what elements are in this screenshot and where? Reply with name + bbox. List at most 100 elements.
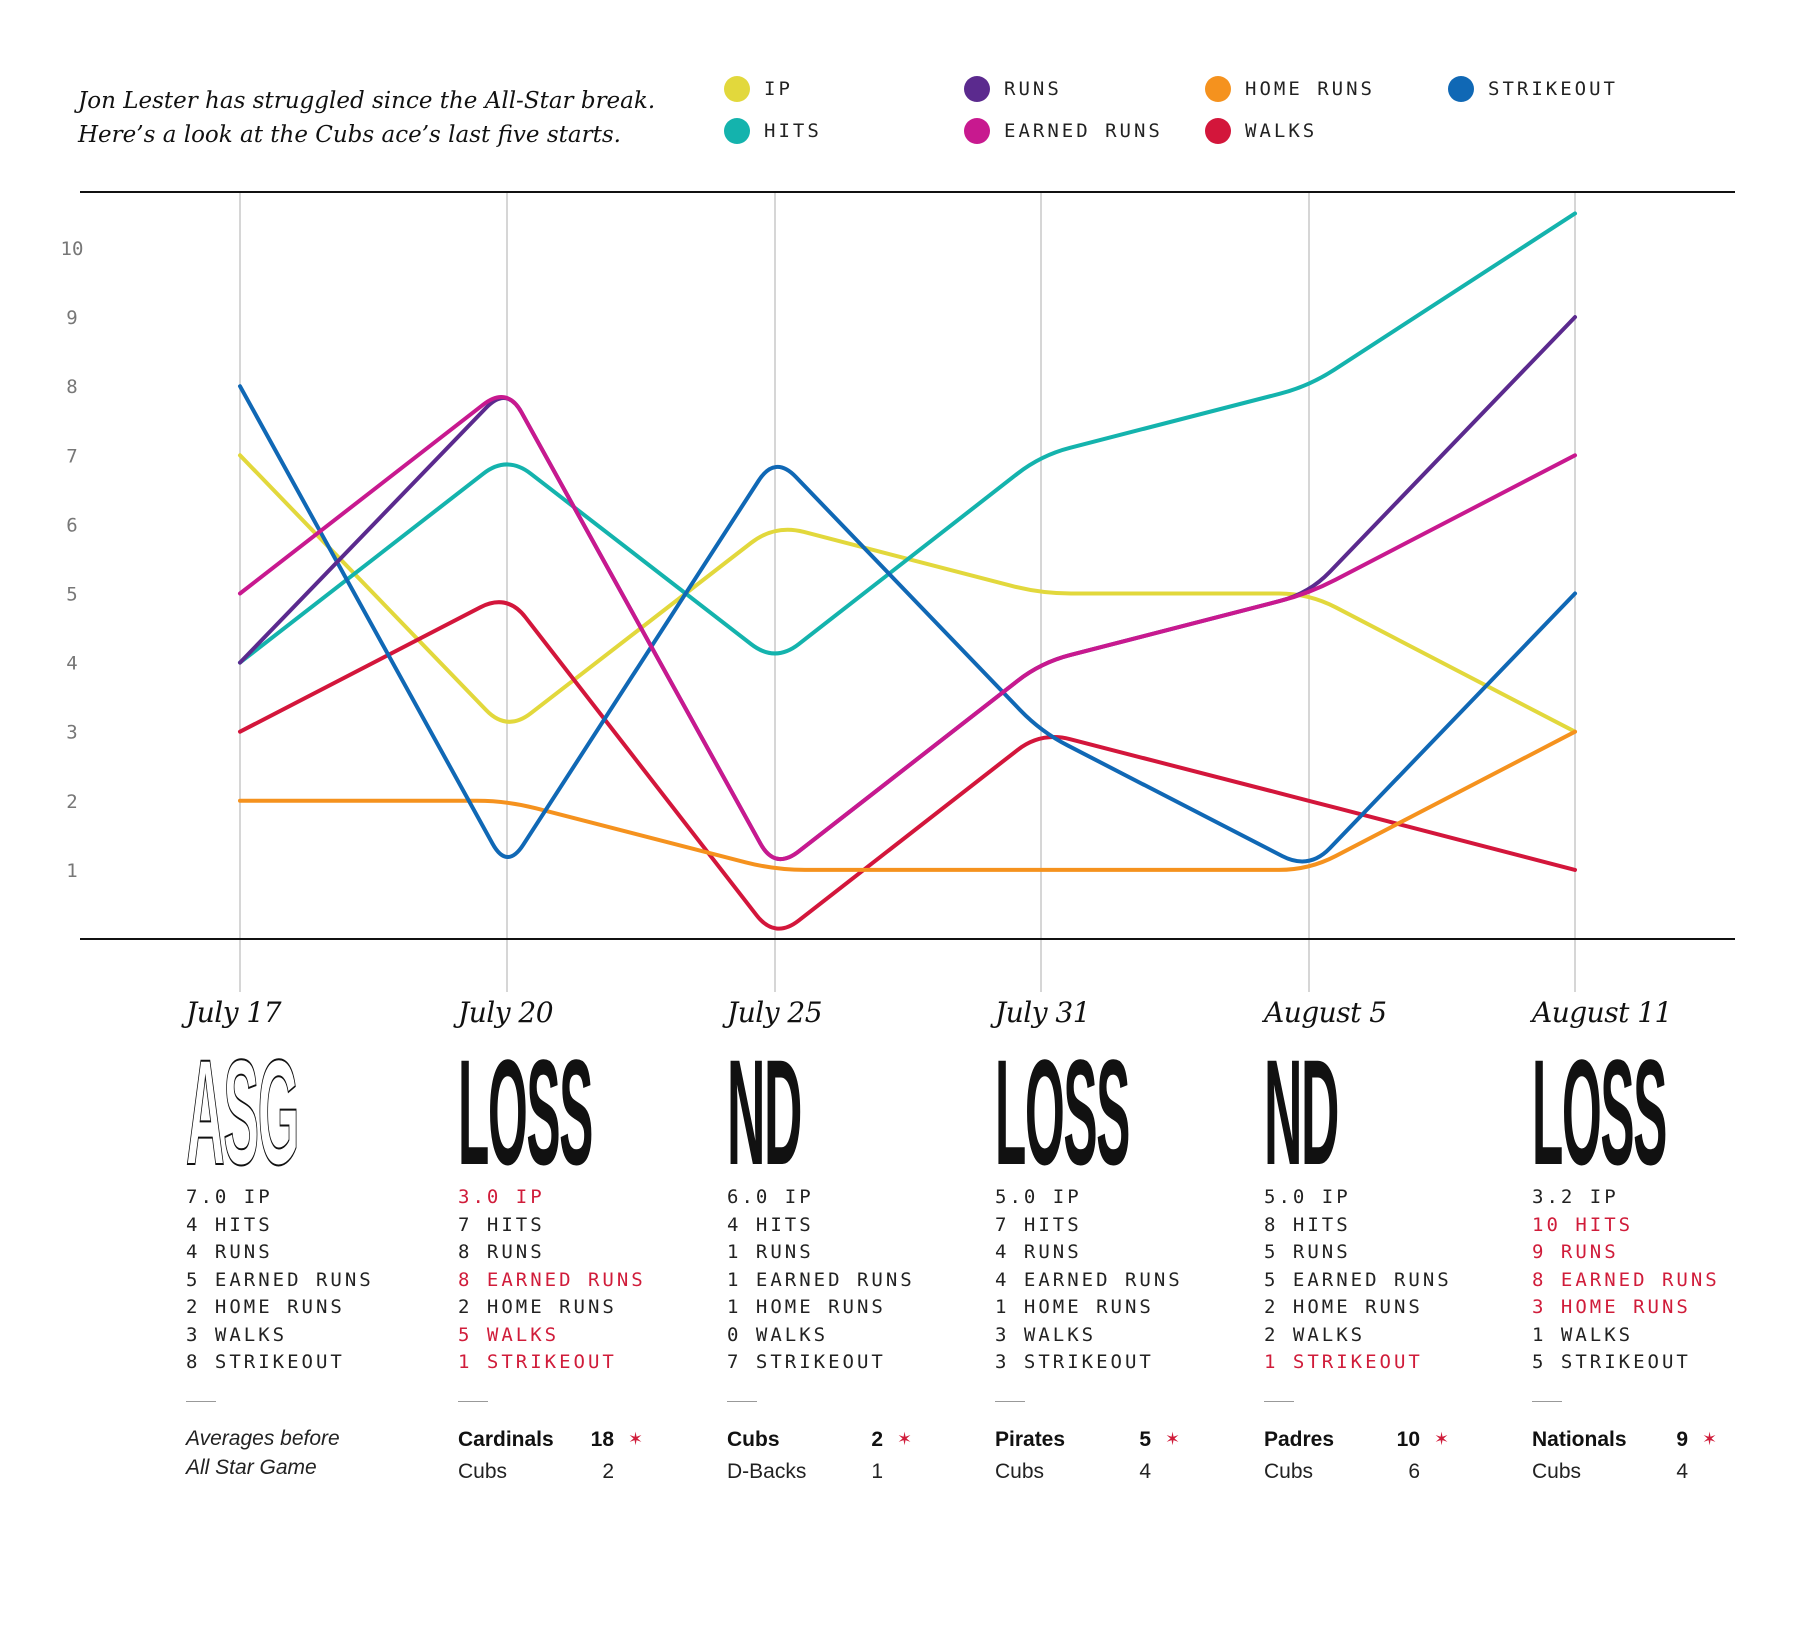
series-line-home-runs	[238, 729, 1577, 872]
game-footer: Averages before All Star Game	[186, 1424, 446, 1482]
winner-score: 10	[1396, 1427, 1420, 1451]
loser-score: 6	[1408, 1459, 1420, 1483]
stat-list: 5.0 IP 7 HITS 4 RUNS 4 EARNED RUNS 1 HOME RU…	[995, 1184, 1255, 1377]
game-column-1: July 17 ASG 7.0 IP 4 HITS 4 RUNS 5 EARNED RUN…	[186, 996, 446, 1482]
winner-score: 18	[590, 1427, 614, 1451]
stat-line: 6.0 IP	[727, 1186, 814, 1208]
stat-line: 9 RUNS	[1532, 1241, 1619, 1263]
winner-row: Cardinals 18 ✶	[458, 1424, 718, 1456]
stat-line: 5 EARNED RUNS	[186, 1268, 374, 1291]
game-footer: Cubs 2 ✶ D-Backs 1	[727, 1424, 987, 1488]
y-tick-label-2: 2	[66, 791, 77, 813]
game-date: August 5	[1264, 996, 1387, 1029]
stat-line: 7 STRIKEOUT	[727, 1351, 886, 1373]
axes	[80, 191, 1735, 940]
stat-line: 5.0 IP	[995, 1186, 1082, 1208]
winner-score: 5	[1139, 1427, 1151, 1451]
game-result-text: LOSS	[458, 1046, 592, 1174]
legend-label-hits: HITS	[764, 120, 822, 142]
stat-line: 2 WALKS	[1264, 1323, 1366, 1346]
legend-swatch-ip	[724, 76, 750, 102]
game-result: LOSS	[458, 1046, 596, 1174]
section-divider	[1264, 1400, 1294, 1402]
legend-label-home-runs: HOME RUNS	[1245, 78, 1375, 100]
stat-line: 1 EARNED RUNS	[727, 1268, 915, 1291]
legend-item-ip: IP	[724, 76, 793, 102]
winner-row: Padres 10 ✶	[1264, 1424, 1524, 1456]
stat-line: 3 STRIKEOUT	[995, 1351, 1154, 1373]
game-result-text: ND	[1264, 1046, 1338, 1174]
stat-line: 1 STRIKEOUT	[458, 1351, 617, 1373]
intro-line-1: Jon Lester has struggled since the All-S…	[78, 88, 656, 114]
stat-line: 8 EARNED RUNS	[458, 1268, 646, 1291]
section-divider	[1532, 1400, 1562, 1402]
line-chart: 1 2 3 4 5 6 7 8 9 10	[61, 191, 1735, 992]
section-divider	[186, 1400, 216, 1402]
stat-list: 5.0 IP 8 HITS 5 RUNS 5 EARNED RUNS 2 HOME RU…	[1264, 1184, 1524, 1377]
winner-team: Cubs	[727, 1427, 780, 1451]
legend-item-earned-runs: EARNED RUNS	[964, 118, 1163, 144]
winner-team: Nationals	[1532, 1427, 1627, 1451]
legend-item-walks: WALKS	[1205, 118, 1317, 144]
game-column-4: July 31 LOSS 5.0 IP 7 HITS 4 RUNS 4 EARNED RU…	[995, 996, 1255, 1488]
stat-line: 5 EARNED RUNS	[1264, 1268, 1452, 1291]
legend-swatch-hits	[724, 118, 750, 144]
y-tick-labels: 1 2 3 4 5 6 7 8 9 10	[61, 238, 84, 882]
stat-line: 4 EARNED RUNS	[995, 1268, 1183, 1291]
stat-line: 8 EARNED RUNS	[1532, 1268, 1720, 1291]
game-result: ND	[727, 1046, 805, 1174]
y-tick-label-3: 3	[66, 722, 77, 744]
game-date: August 11	[1532, 996, 1672, 1029]
loser-row: Cubs 4	[1532, 1456, 1792, 1488]
game-date: July 17	[186, 996, 282, 1029]
game-footer: Padres 10 ✶ Cubs 6	[1264, 1424, 1524, 1488]
game-footer: Cardinals 18 ✶ Cubs 2	[458, 1424, 718, 1488]
loser-score: 2	[602, 1459, 614, 1483]
game-result: LOSS	[995, 1046, 1133, 1174]
stat-line: 2 HOME RUNS	[458, 1296, 617, 1318]
y-tick-label-1: 1	[66, 860, 77, 882]
y-tick-label-6: 6	[66, 514, 77, 536]
legend-label-ip: IP	[764, 78, 793, 100]
series-lines	[238, 211, 1577, 931]
stat-line: 2 HOME RUNS	[186, 1296, 345, 1318]
star-icon: ✶	[1165, 1429, 1181, 1449]
stat-line: 5 WALKS	[458, 1323, 560, 1346]
legend-label-earned-runs: EARNED RUNS	[1004, 120, 1163, 142]
footer-note-line-2: All Star Game	[186, 1455, 317, 1479]
series-line-hits	[238, 211, 1577, 665]
winner-row: Cubs 2 ✶	[727, 1424, 987, 1456]
loser-row: Cubs 2	[458, 1456, 718, 1488]
stat-line: 5 STRIKEOUT	[1532, 1351, 1691, 1373]
legend-item-hits: HITS	[724, 118, 822, 144]
series-line-earned-runs	[238, 395, 1577, 862]
loser-team: Cubs	[1264, 1459, 1314, 1483]
intro-line-2: Here’s a look at the Cubs ace’s last fiv…	[78, 122, 621, 148]
stat-line: 2 HOME RUNS	[1264, 1296, 1423, 1318]
legend-swatch-home-runs	[1205, 76, 1231, 102]
y-tick-label-9: 9	[66, 307, 77, 329]
legend-swatch-runs	[964, 76, 990, 102]
game-result: ASG	[186, 1046, 303, 1174]
winner-team: Padres	[1264, 1427, 1335, 1451]
stat-line: 1 HOME RUNS	[995, 1296, 1154, 1318]
game-column-5: August 5 ND 5.0 IP 8 HITS 5 RUNS 5 EARNED RUN…	[1264, 996, 1524, 1488]
stat-line: 0 WALKS	[727, 1323, 829, 1346]
stat-line: 1 WALKS	[1532, 1323, 1634, 1346]
winner-score: 2	[871, 1427, 883, 1451]
stat-line: 7.0 IP	[186, 1186, 273, 1208]
stat-line: 10 HITS	[1532, 1213, 1634, 1236]
loser-row: Cubs 4	[995, 1456, 1255, 1488]
game-result: ND	[1264, 1046, 1342, 1174]
game-result-text: ASG	[186, 1046, 298, 1174]
game-column-3: July 25 ND 6.0 IP 4 HITS 1 RUNS 1 EARNED RUNS…	[727, 996, 987, 1488]
stat-line: 5 RUNS	[1264, 1241, 1351, 1263]
stat-line: 3 HOME RUNS	[1532, 1296, 1691, 1318]
loser-team: Cubs	[995, 1459, 1045, 1483]
y-tick-label-8: 8	[66, 376, 77, 398]
loser-score: 1	[871, 1459, 883, 1483]
game-column-6: August 11 LOSS 3.2 IP 10 HITS 9 RUNS 8 EARNED…	[1532, 996, 1792, 1488]
game-result: LOSS	[1532, 1046, 1670, 1174]
stat-line: 4 RUNS	[186, 1241, 273, 1263]
legend-item-strikeout: STRIKEOUT	[1448, 76, 1618, 102]
